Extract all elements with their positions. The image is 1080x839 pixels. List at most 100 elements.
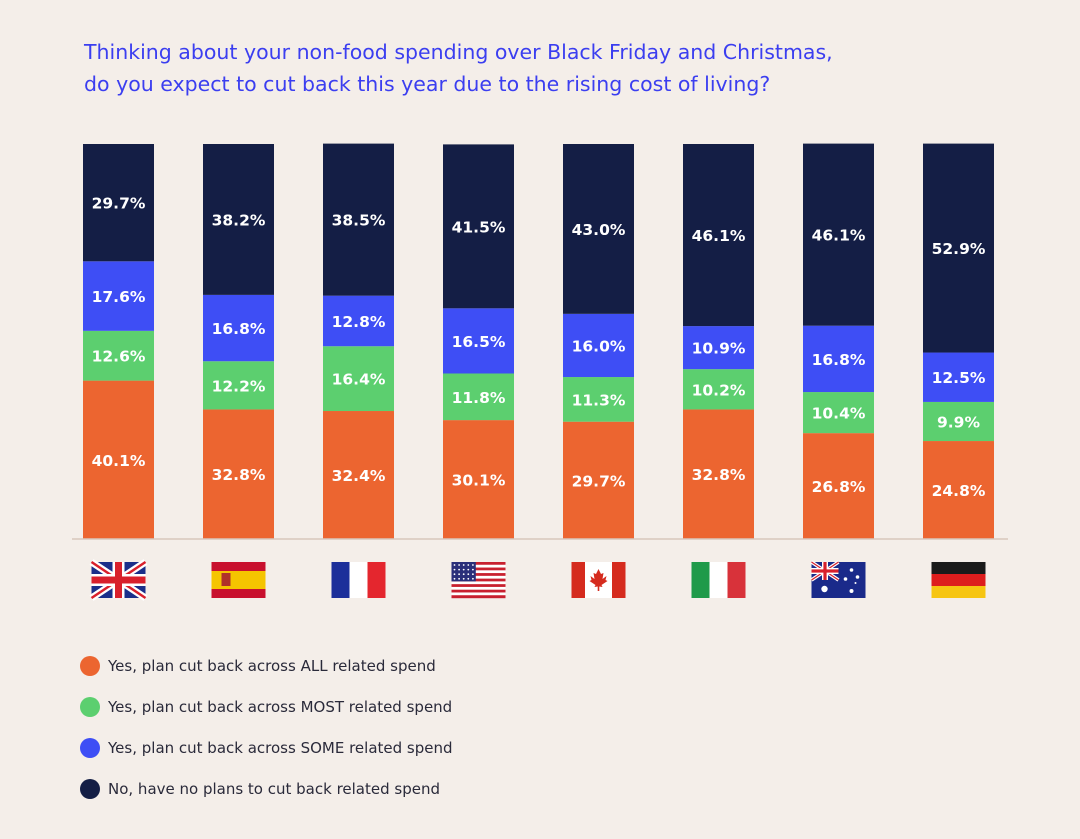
germany-flag	[931, 562, 986, 598]
bar-segment-all	[203, 409, 274, 539]
chart-title-line-2: do you expect to cut back this year due …	[84, 72, 771, 96]
italy-flag	[691, 562, 746, 598]
flag-star	[462, 577, 465, 580]
bar-segment-most	[683, 369, 754, 410]
data-label-some: 16.8%	[212, 320, 266, 338]
data-label-most: 10.2%	[692, 381, 746, 399]
legend-swatch-none	[80, 778, 100, 799]
bar-stack-canada: 29.7% 11.3% 16.0% 43.0%	[563, 144, 634, 539]
data-label-most: 16.4%	[332, 371, 386, 389]
data-label-some: 12.5%	[932, 369, 986, 387]
flag-star	[458, 577, 460, 580]
data-label-some: 10.9%	[692, 340, 746, 358]
bar-segment-none	[203, 144, 274, 295]
data-label-most: 11.8%	[452, 389, 506, 407]
legend-item-most: Yes, plan cut back across MOST related s…	[80, 686, 453, 727]
usa-flag	[451, 562, 506, 599]
flag-stripe	[451, 567, 506, 571]
flag-stripe	[451, 584, 506, 588]
legend-label-all: Yes, plan cut back across ALL related sp…	[108, 656, 436, 675]
data-label-none: 46.1%	[812, 227, 866, 245]
bar-stack-uk: 40.1% 12.6% 17.6% 29.7%	[83, 144, 154, 539]
flag-stripe	[931, 586, 986, 598]
bar-segment-all	[683, 409, 754, 539]
flag-star	[453, 577, 456, 580]
data-label-none: 46.1%	[692, 227, 746, 245]
flag-star	[472, 577, 474, 580]
bar-segment-some	[803, 325, 874, 393]
legend-item-none: No, have no plans to cut back related sp…	[80, 768, 453, 809]
flag-star	[472, 564, 474, 566]
flag-star	[849, 568, 854, 572]
flag-stripe	[709, 562, 728, 598]
flag-star	[453, 564, 456, 566]
bar-segment-most	[203, 361, 274, 410]
bar-segment-most	[803, 392, 874, 434]
flag-stripe	[451, 570, 506, 574]
flag-star	[458, 573, 460, 576]
legend-swatch-most	[80, 696, 100, 717]
data-label-all: 24.8%	[932, 482, 986, 500]
flag-stripe	[727, 562, 746, 598]
flag-stripe	[331, 562, 350, 598]
france-flag	[331, 562, 386, 598]
data-label-none: 52.9%	[932, 240, 986, 258]
flag-cross-red	[91, 576, 146, 584]
bar-segment-all	[803, 433, 874, 539]
bar-stack-germany: 24.8% 9.9% 12.5% 52.9%	[923, 143, 994, 539]
flag-star	[472, 568, 474, 571]
data-label-some: 16.5%	[452, 333, 506, 351]
flag-cross-red	[811, 569, 839, 573]
data-label-none: 41.5%	[452, 218, 506, 236]
country-flags	[89, 559, 986, 601]
flag-star	[854, 582, 857, 584]
flag-star	[849, 589, 854, 593]
bar-stack-usa: 30.1% 11.8% 16.5% 41.5%	[443, 144, 514, 539]
flag-star	[843, 577, 848, 581]
bar-segment-all	[923, 441, 994, 539]
data-label-all: 32.8%	[692, 466, 746, 484]
flag-stripe	[451, 564, 506, 568]
flag-band	[571, 562, 585, 598]
flag-star	[458, 568, 460, 571]
data-label-some: 12.8%	[332, 313, 386, 331]
data-label-all: 30.1%	[452, 472, 506, 490]
chart-legend: Yes, plan cut back across ALL related sp…	[80, 645, 453, 809]
data-label-none: 29.7%	[92, 195, 146, 213]
bar-segment-none	[323, 143, 394, 296]
legend-item-all: Yes, plan cut back across ALL related sp…	[80, 645, 453, 686]
data-label-some: 17.6%	[92, 288, 146, 306]
flag-star	[467, 568, 470, 571]
canada-flag	[571, 562, 626, 598]
bar-segment-all	[563, 421, 634, 539]
data-label-all: 40.1%	[92, 452, 146, 470]
bar-segment-none	[923, 143, 994, 353]
bar-segment-some	[683, 326, 754, 370]
flag-stripe	[451, 581, 506, 585]
data-label-most: 11.3%	[572, 391, 626, 409]
legend-label-most: Yes, plan cut back across MOST related s…	[108, 697, 453, 716]
flag-stripe	[349, 562, 368, 598]
legend-label-none: No, have no plans to cut back related sp…	[108, 779, 440, 798]
chart-title: Thinking about your non-food spending ov…	[84, 36, 984, 100]
flag-emblem	[221, 573, 231, 586]
flag-star	[467, 564, 470, 566]
flag-star	[821, 585, 828, 593]
bar-segment-all	[323, 411, 394, 539]
bar-stack-italy: 32.8% 10.2% 10.9% 46.1%	[683, 144, 754, 539]
flag-stripe	[451, 562, 506, 565]
flag-star	[453, 573, 456, 576]
data-label-none: 38.5%	[332, 212, 386, 230]
bar-segment-some	[923, 352, 994, 402]
flag-stripe	[451, 589, 506, 593]
bar-segment-some	[563, 313, 634, 378]
bar-stack-australia: 26.8% 10.4% 16.8% 46.1%	[803, 143, 874, 539]
flag-stripe	[931, 562, 986, 574]
bar-segment-some	[443, 308, 514, 374]
bar-segment-some	[323, 295, 394, 347]
flag-star	[462, 573, 465, 576]
flag-stripe	[211, 571, 266, 589]
flag-star	[855, 575, 860, 579]
flag-stripe	[451, 586, 506, 590]
bars-layer: 40.1% 12.6% 17.6% 29.7% 32.8% 12.2% 16.8% 38.2%…	[83, 143, 994, 539]
